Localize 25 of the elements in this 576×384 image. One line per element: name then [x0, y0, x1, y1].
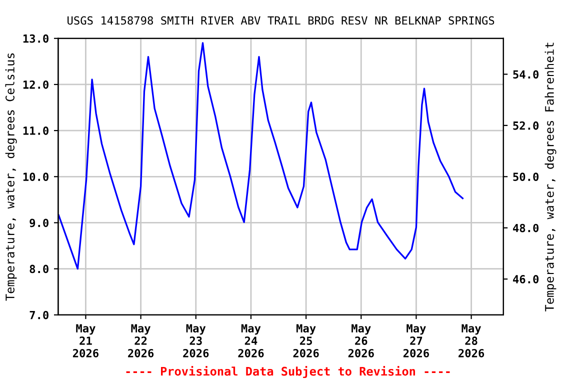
y-tick-label: 9.0: [30, 218, 48, 228]
y2-tick-label: 50.0: [513, 172, 539, 182]
x-tick-label: May 25 2026: [293, 324, 319, 358]
y-tick-label: 11.0: [23, 126, 48, 135]
y2-tick-label: 48.0: [513, 224, 539, 232]
text: ---- Provisional Data Subject to Revision ----: [126, 366, 450, 378]
x-tick-label: May 22 2026: [128, 324, 154, 358]
x-tick-label: May 26 2026: [348, 324, 374, 358]
x-tick-label: May 23 2026: [183, 324, 209, 358]
y-tick-label: 13.0: [23, 34, 48, 43]
y-axis-title: Temperature, water, degrees Celsius: [5, 53, 17, 301]
y-tick-label: 12.0: [23, 80, 48, 89]
y2-tick-label: 46.0: [513, 275, 539, 284]
x-tick-label: May 21 2026: [72, 324, 98, 358]
chart-title: USGS 14158798 SMITH RIVER ABV TRAIL BRDG RESV NR BELKNAP SPRINGS: [68, 16, 494, 25]
y-tick-label: 8.0: [30, 264, 48, 274]
y-tick-label: 10.0: [23, 172, 48, 182]
x-tick-label: May 24 2026: [238, 324, 264, 358]
y2-tick-label: 54.0: [513, 70, 539, 79]
y2-tick-label: 52.0: [513, 121, 539, 130]
x-tick-label: May 28 2026: [458, 324, 484, 358]
y2-axis-title: Temperature, water, degrees Fahrenheit: [544, 42, 556, 312]
line-series: [58, 42, 464, 270]
x-tick-label: May 27 2026: [403, 324, 429, 358]
y-tick-label: 7.0: [30, 310, 48, 320]
